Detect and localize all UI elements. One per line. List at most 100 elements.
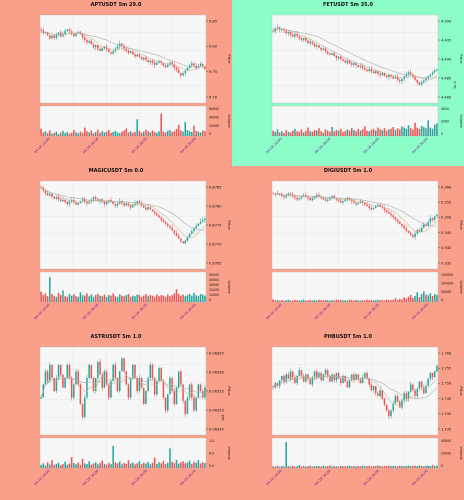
x-tick-label: 04-19 16:00 — [82, 137, 99, 154]
volume-bar — [136, 294, 138, 302]
volume-bar — [123, 463, 125, 468]
volume-bar — [73, 294, 75, 302]
volume-bar — [199, 463, 202, 468]
candle-body — [348, 60, 351, 64]
candle-body — [151, 364, 154, 378]
x-tick-label: 04-19 20:00 — [411, 137, 428, 154]
candle-body — [311, 377, 314, 385]
candlestick-chart-svg: 0.360 0.355 0.350 0.345 0.340 0.335 Price 15000… — [265, 180, 464, 320]
volume-bar — [127, 460, 130, 468]
candle-body — [429, 372, 432, 379]
candle-body — [64, 377, 66, 388]
candle-body — [145, 207, 147, 210]
volume-bar — [201, 462, 204, 468]
volume-bar — [145, 293, 147, 302]
candle-body — [180, 238, 182, 242]
candle-body — [114, 204, 117, 206]
candle-body — [193, 397, 195, 411]
chart-panel-3: MAGICUSDT 5m 0.0 0.8785 0.8780 0.8775 0.8770… — [0, 166, 232, 332]
candle-body — [401, 79, 403, 82]
volume-bar — [142, 295, 145, 302]
candle-body — [412, 384, 414, 391]
volume-bar — [355, 466, 357, 468]
candle-body — [300, 196, 303, 199]
volume-bar — [379, 129, 381, 136]
candle-body — [103, 201, 106, 205]
volume-bar — [340, 299, 342, 302]
candle-body — [164, 221, 167, 224]
y-axis-label: Price — [227, 386, 232, 396]
volume-bar — [311, 466, 314, 468]
candle-body — [110, 52, 112, 54]
volume-bar — [188, 131, 191, 136]
candle-body — [340, 56, 342, 60]
candle-body — [390, 213, 392, 216]
candle-body — [92, 377, 95, 391]
candle-body — [88, 41, 90, 43]
volume-bar — [123, 130, 125, 136]
candle-body — [132, 364, 134, 378]
volume-bar — [412, 465, 414, 468]
candle-body — [357, 202, 360, 205]
candle-body — [140, 56, 143, 60]
volume-bar — [436, 465, 438, 468]
volume-bar — [132, 462, 134, 468]
volume-bar — [114, 462, 117, 468]
price-tick-label: 1.760 — [441, 351, 452, 355]
volume-bar — [156, 463, 158, 468]
volume-bar — [436, 123, 438, 136]
volume-bar — [324, 129, 327, 136]
x-tick-label: 04-19 16:00 — [82, 469, 99, 486]
chart-title: DIGIUSDT 5m 1.0 — [323, 168, 373, 174]
price-plot-area — [39, 180, 207, 270]
volume-bar — [296, 131, 298, 136]
volume-bar — [423, 466, 425, 468]
volume-bar — [84, 295, 86, 302]
volume-bar — [320, 131, 322, 136]
candle-body — [138, 54, 141, 57]
candle-body — [316, 371, 318, 378]
volume-bar — [112, 132, 114, 136]
candle-body — [201, 63, 204, 67]
volume-bar — [195, 295, 197, 302]
volume-bar — [405, 128, 408, 136]
candle-body — [370, 384, 373, 391]
candle-body — [436, 69, 438, 71]
candle-body — [184, 400, 187, 414]
candle-body — [322, 197, 325, 200]
volume-bar — [291, 300, 294, 302]
volume-bar — [418, 128, 421, 136]
price-plot-area — [271, 180, 439, 270]
candle-body — [204, 66, 206, 70]
candle-body — [182, 73, 184, 76]
candle-body — [423, 80, 425, 83]
volume-bar — [184, 463, 187, 468]
volume-bar — [431, 128, 434, 136]
candle-body — [79, 384, 82, 405]
candle-body — [123, 358, 125, 372]
volume-bar — [401, 126, 403, 136]
candle-body — [173, 64, 176, 68]
candle-body — [116, 377, 119, 391]
volume-bar — [171, 132, 173, 136]
candle-body — [287, 374, 290, 379]
candle-body — [57, 32, 60, 35]
volume-bar — [88, 461, 90, 468]
candle-body — [390, 410, 392, 417]
candle-body — [123, 203, 125, 206]
volume-bar — [431, 465, 434, 468]
volume-bar — [77, 133, 79, 136]
candle-body — [129, 377, 132, 398]
volume-bar — [340, 465, 342, 468]
volume-bar — [296, 466, 298, 468]
volume-bar — [436, 294, 438, 302]
volume-bar — [401, 299, 403, 302]
price-tick-label: 0.355 — [441, 201, 451, 205]
volume-bar — [94, 295, 97, 302]
volume-bar — [145, 463, 147, 468]
candle-body — [287, 31, 290, 34]
volume-bar — [416, 127, 419, 136]
volume-bar — [353, 130, 355, 136]
volume-bar — [103, 463, 106, 468]
volume-bar — [274, 466, 277, 468]
